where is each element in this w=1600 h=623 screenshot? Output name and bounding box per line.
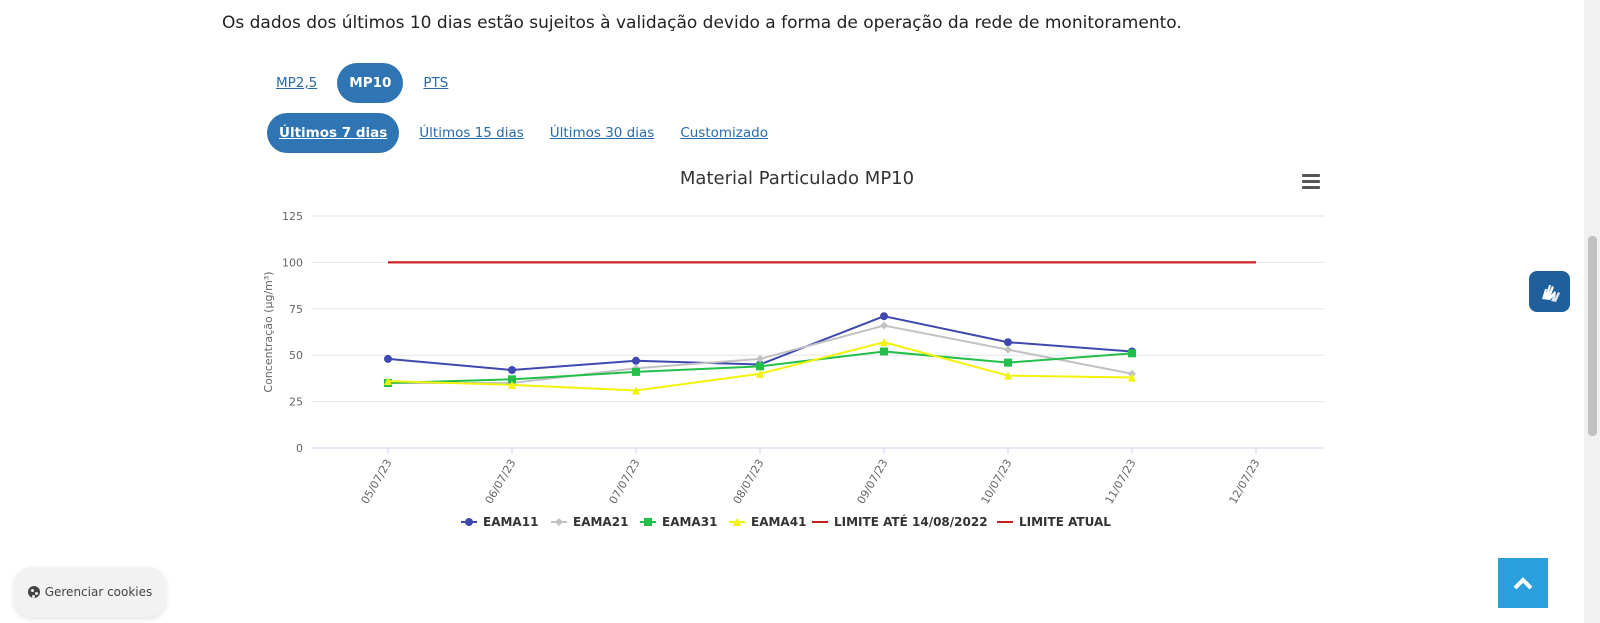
series-point-3 — [1128, 373, 1136, 382]
series-point-2 — [1128, 349, 1136, 358]
accessibility-sign-language-button[interactable] — [1529, 271, 1570, 312]
x-tick-label: 07/07/23 — [607, 457, 643, 506]
page-scrollbar[interactable] — [1584, 0, 1600, 623]
tab-pts[interactable]: PTS — [423, 75, 449, 91]
y-tick-label: 100 — [282, 256, 303, 269]
pollutant-tabs: MP2,5 MP10 PTS — [270, 63, 468, 103]
series-point-0 — [384, 354, 392, 363]
y-tick-label: 125 — [282, 210, 303, 223]
x-tick-label: 11/07/23 — [1103, 457, 1139, 506]
scrollbar-thumb[interactable] — [1588, 236, 1597, 436]
series-point-1 — [756, 354, 764, 363]
series-point-2 — [1004, 358, 1012, 367]
series-point-3 — [756, 369, 764, 378]
legend-item-label[interactable]: EAMA31 — [662, 515, 717, 529]
legend-item-label[interactable]: EAMA21 — [573, 515, 628, 529]
chart-menu-icon[interactable] — [1302, 174, 1320, 190]
manage-cookies-button[interactable]: Gerenciar cookies — [14, 567, 166, 617]
series-point-0 — [632, 356, 640, 365]
hands-icon — [1542, 285, 1560, 302]
series-point-3 — [880, 338, 888, 347]
x-tick-label: 10/07/23 — [979, 457, 1015, 506]
x-tick-label: 06/07/23 — [483, 457, 519, 506]
legend-swatch-marker — [465, 518, 473, 526]
series-point-3 — [384, 377, 392, 386]
series-point-2 — [508, 375, 516, 384]
cookie-icon — [27, 586, 40, 598]
legend-swatch-marker — [644, 518, 652, 526]
manage-cookies-label: Gerenciar cookies — [44, 585, 153, 599]
x-tick-label: 05/07/23 — [359, 457, 395, 506]
y-tick-label: 75 — [289, 303, 303, 316]
legend-item-label[interactable]: EAMA11 — [483, 515, 538, 529]
series-point-3 — [632, 386, 640, 395]
series-point-0 — [880, 312, 888, 321]
tab-last-15-days[interactable]: Últimos 15 dias — [419, 125, 524, 141]
tab-mp10[interactable]: MP10 — [337, 63, 404, 103]
y-tick-label: 0 — [296, 442, 303, 455]
tab-last-7-days[interactable]: Últimos 7 dias — [267, 113, 400, 153]
y-tick-label: 50 — [289, 349, 303, 362]
series-point-2 — [632, 367, 640, 376]
series-point-0 — [1004, 338, 1012, 347]
x-tick-label: 08/07/23 — [731, 457, 767, 506]
series-point-3 — [508, 380, 516, 389]
series-point-1 — [1004, 345, 1012, 354]
chart-title: Material Particulado MP10 — [680, 168, 914, 189]
series-point-0 — [508, 366, 516, 375]
series-point-1 — [880, 321, 888, 330]
mp10-line-chart: Material Particulado MP10 0 25 50 75 100 125 Co… — [262, 168, 1325, 529]
legend-item-label[interactable]: LIMITE ATUAL — [1019, 515, 1111, 529]
y-tick-label: 25 — [289, 396, 303, 409]
back-to-top-button[interactable] — [1498, 558, 1548, 608]
legend-swatch-marker — [555, 518, 563, 526]
tab-custom[interactable]: Customizado — [680, 125, 768, 141]
legend-item-label[interactable]: LIMITE ATÉ 14/08/2022 — [834, 514, 988, 529]
chevron-up-icon — [1513, 577, 1533, 590]
legend-item-label[interactable]: EAMA41 — [751, 515, 806, 529]
tab-mp25[interactable]: MP2,5 — [276, 75, 318, 91]
tab-last-30-days[interactable]: Últimos 30 dias — [549, 125, 655, 141]
series-point-2 — [880, 347, 888, 356]
validation-notice: Os dados dos últimos 10 dias estão sujei… — [222, 13, 1182, 33]
series-point-2 — [756, 362, 764, 371]
legend-swatch-marker — [733, 518, 741, 526]
period-tabs: Últimos 7 dias Últimos 15 dias Últimos 3… — [267, 113, 788, 153]
x-tick-label: 09/07/23 — [855, 457, 891, 506]
y-axis-label: Concentração (µg/m³) — [262, 271, 275, 392]
x-tick-label: 12/07/23 — [1227, 457, 1263, 506]
chart-container: Material Particulado MP10 0 25 50 75 100 125 Co… — [255, 160, 1340, 560]
series-point-3 — [1004, 371, 1012, 380]
